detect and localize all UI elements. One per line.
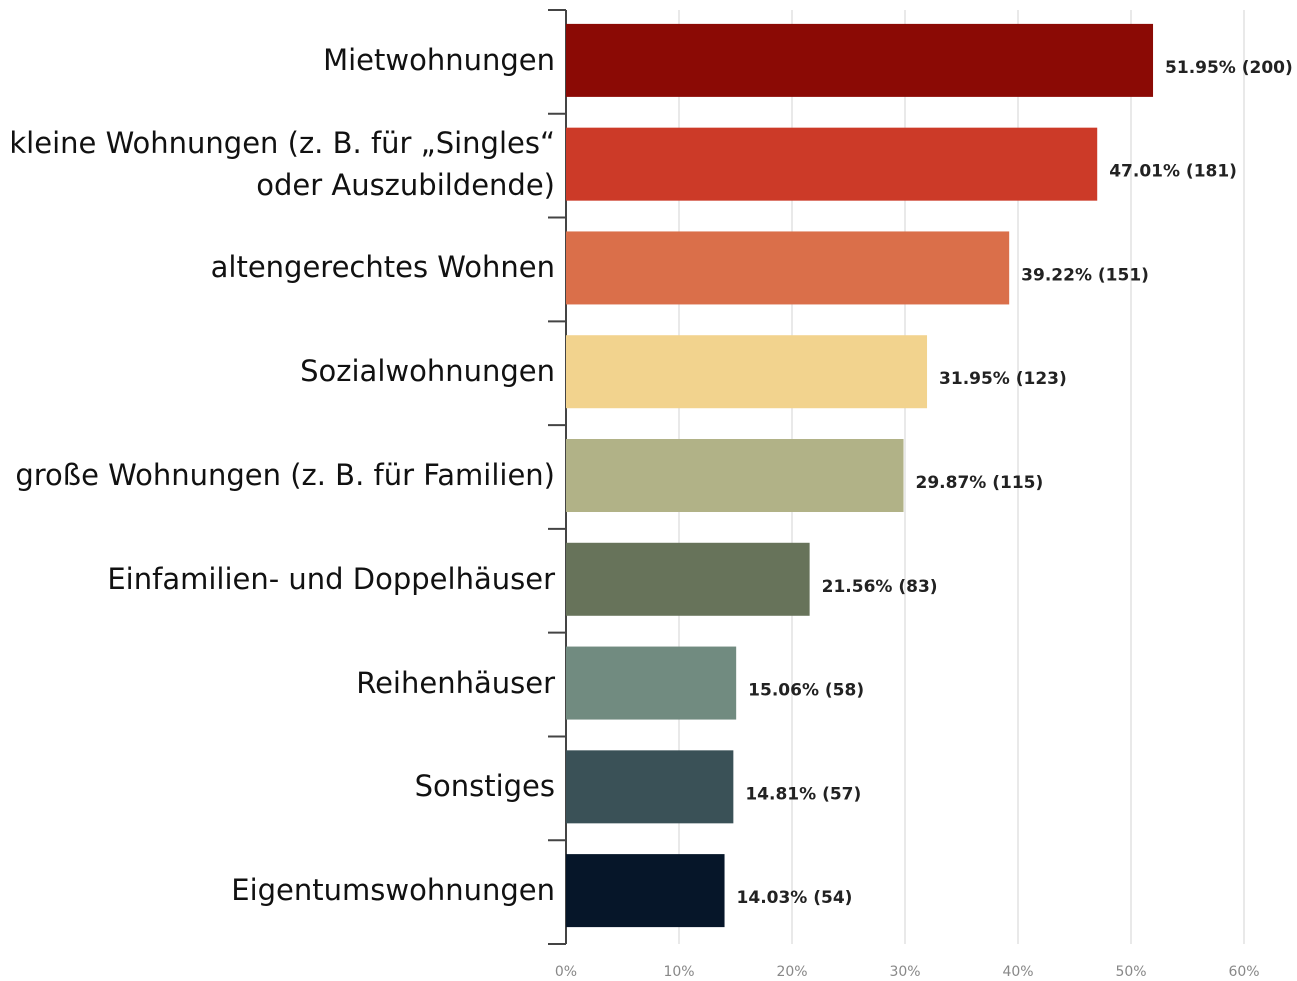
x-tick-label: 20%: [776, 964, 807, 980]
data-label: 31.95% (123): [939, 369, 1067, 389]
data-label: 14.03% (54): [737, 888, 853, 908]
data-label: 15.06% (58): [748, 681, 864, 701]
x-tick-label: 0%: [555, 964, 577, 980]
data-label: 39.22% (151): [1021, 265, 1149, 285]
x-tick-label: 40%: [1002, 964, 1033, 980]
bar: [566, 646, 737, 720]
bar: [566, 335, 928, 409]
x-tick-label: 30%: [889, 964, 920, 980]
bar: [566, 231, 1010, 305]
data-label: 29.87% (115): [916, 473, 1044, 493]
category-label: kleine Wohnungen (z. B. für „Singles“ od…: [9, 125, 555, 202]
bar: [566, 23, 1154, 97]
bar: [566, 750, 734, 824]
data-label: 51.95% (200): [1165, 58, 1293, 78]
category-label: Mietwohnungen: [323, 42, 555, 77]
category-label: altengerechtes Wohnen: [210, 250, 555, 285]
category-label: Sonstiges: [414, 769, 555, 804]
data-label: 47.01% (181): [1109, 162, 1237, 182]
category-label: große Wohnungen (z. B. für Familien): [15, 458, 555, 492]
category-label: Einfamilien- und Doppelhäuser: [107, 561, 555, 596]
x-tick-label: 60%: [1228, 964, 1259, 980]
x-tick-label: 10%: [663, 964, 694, 980]
category-label: Eigentumswohnungen: [231, 873, 555, 908]
bar: [566, 127, 1098, 201]
data-label: 14.81% (57): [745, 784, 861, 804]
category-label: Reihenhäuser: [356, 665, 555, 700]
bar: [566, 854, 725, 928]
data-label: 21.56% (83): [822, 577, 938, 597]
x-tick-label: 50%: [1115, 964, 1146, 980]
bar: [566, 542, 810, 616]
bar: [566, 439, 904, 512]
category-label: Sozialwohnungen: [300, 354, 555, 389]
